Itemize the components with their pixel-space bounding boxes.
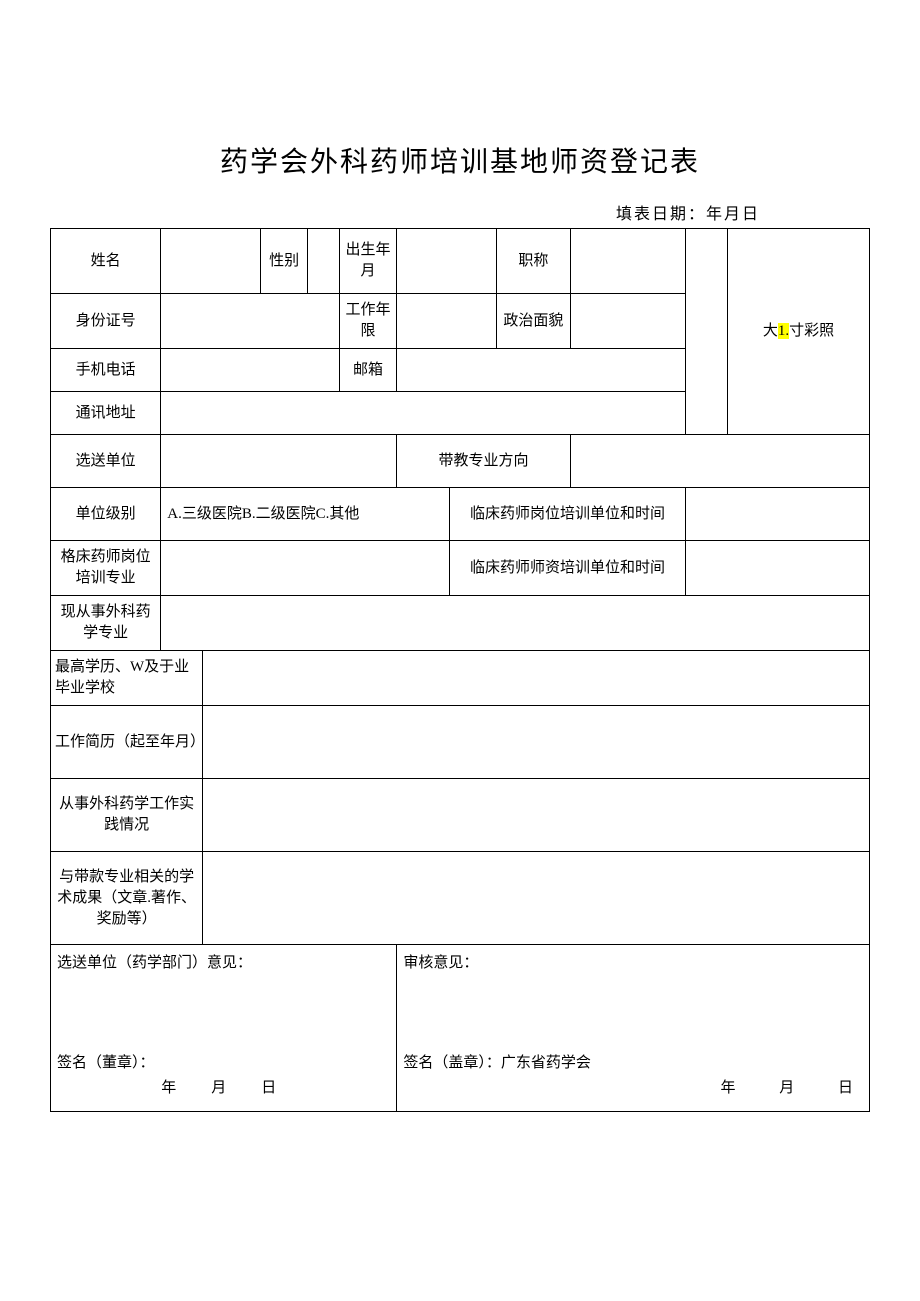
- label-work-history: 工作简历（起至年月）: [51, 706, 203, 779]
- signature-right: 审核意见： 签名（盖章）：广东省药学会 年 月 日: [397, 945, 870, 1112]
- sig-left-title: 选送单位（药学部门）意见：: [57, 953, 390, 974]
- label-surgery-work: 从事外科药学工作实践情况: [51, 779, 203, 852]
- field-surgery-major[interactable]: [161, 596, 870, 651]
- field-academic[interactable]: [203, 852, 870, 945]
- registration-table: 姓名 性别 出生年月 职称 大1.寸彩照 身份证号 工作年限 政治面貌 手机电话: [50, 228, 870, 1112]
- field-phone[interactable]: [161, 349, 339, 392]
- label-title-rank: 职称: [497, 229, 571, 294]
- field-clinical-post-train[interactable]: [686, 488, 870, 541]
- photo-highlight: 1.: [778, 323, 789, 339]
- fill-date-label: 填表日期：年月日: [50, 200, 870, 224]
- label-email: 邮箱: [339, 349, 397, 392]
- field-title-rank[interactable]: [570, 229, 685, 294]
- field-work-years[interactable]: [397, 294, 497, 349]
- sig-right-title: 审核意见：: [403, 953, 863, 974]
- label-id-no: 身份证号: [51, 294, 161, 349]
- photo-cell: 大1.寸彩照: [728, 229, 870, 435]
- label-send-unit: 选送单位: [51, 435, 161, 488]
- label-address: 通讯地址: [51, 392, 161, 435]
- label-academic: 与带款专业相关的学术成果（文章.著作、奖励等）: [51, 852, 203, 945]
- field-political[interactable]: [570, 294, 685, 349]
- sig-left-sign: 签名（董章）：: [57, 1053, 390, 1074]
- field-work-history[interactable]: [203, 706, 870, 779]
- field-send-unit[interactable]: [161, 435, 397, 488]
- field-email[interactable]: [397, 349, 686, 392]
- photo-gap: [686, 229, 728, 435]
- label-phone: 手机电话: [51, 349, 161, 392]
- label-edu-school: 最高学历、W及于业毕业学校: [51, 651, 203, 706]
- form-title: 药学会外科药师培训基地师资登记表: [50, 140, 870, 180]
- field-surgery-work[interactable]: [203, 779, 870, 852]
- field-clinical-major[interactable]: [161, 541, 450, 596]
- field-unit-level-opts[interactable]: A.三级医院B.二级医院C.其他: [161, 488, 450, 541]
- field-edu-school[interactable]: [203, 651, 870, 706]
- label-clinical-post-train: 临床药师岗位培训单位和时间: [449, 488, 685, 541]
- field-id-no[interactable]: [161, 294, 339, 349]
- field-birth[interactable]: [397, 229, 497, 294]
- label-teach-dir: 带教专业方向: [397, 435, 570, 488]
- label-unit-level: 单位级别: [51, 488, 161, 541]
- label-birth: 出生年月: [339, 229, 397, 294]
- label-surgery-major: 现从事外科药学专业: [51, 596, 161, 651]
- label-clinical-teacher-train: 临床药师师资培训单位和时间: [449, 541, 685, 596]
- label-gender: 性别: [260, 229, 307, 294]
- label-work-years: 工作年限: [339, 294, 397, 349]
- signature-left: 选送单位（药学部门）意见： 签名（董章）： 年 月 日: [51, 945, 397, 1112]
- field-name[interactable]: [161, 229, 261, 294]
- field-address[interactable]: [161, 392, 686, 435]
- label-political: 政治面貌: [497, 294, 571, 349]
- form-page: 药学会外科药师培训基地师资登记表 填表日期：年月日 姓名 性别 出生年月: [0, 0, 920, 1301]
- field-teach-dir[interactable]: [570, 435, 869, 488]
- label-clinical-major: 格床药师岗位培训专业: [51, 541, 161, 596]
- label-name: 姓名: [51, 229, 161, 294]
- field-clinical-teacher-train[interactable]: [686, 541, 870, 596]
- sig-right-date: 年 月 日: [403, 1074, 863, 1103]
- sig-left-date: 年 月 日: [57, 1074, 390, 1103]
- sig-right-sign: 签名（盖章）：广东省药学会: [403, 1053, 863, 1074]
- field-gender[interactable]: [308, 229, 339, 294]
